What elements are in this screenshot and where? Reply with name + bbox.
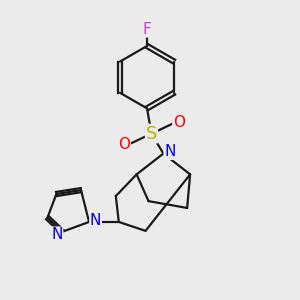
Text: O: O bbox=[118, 137, 130, 152]
Text: F: F bbox=[143, 22, 152, 37]
Text: O: O bbox=[173, 116, 185, 130]
Text: N: N bbox=[164, 144, 176, 159]
Text: N: N bbox=[90, 213, 101, 228]
Text: N: N bbox=[51, 227, 63, 242]
Text: S: S bbox=[146, 125, 157, 143]
